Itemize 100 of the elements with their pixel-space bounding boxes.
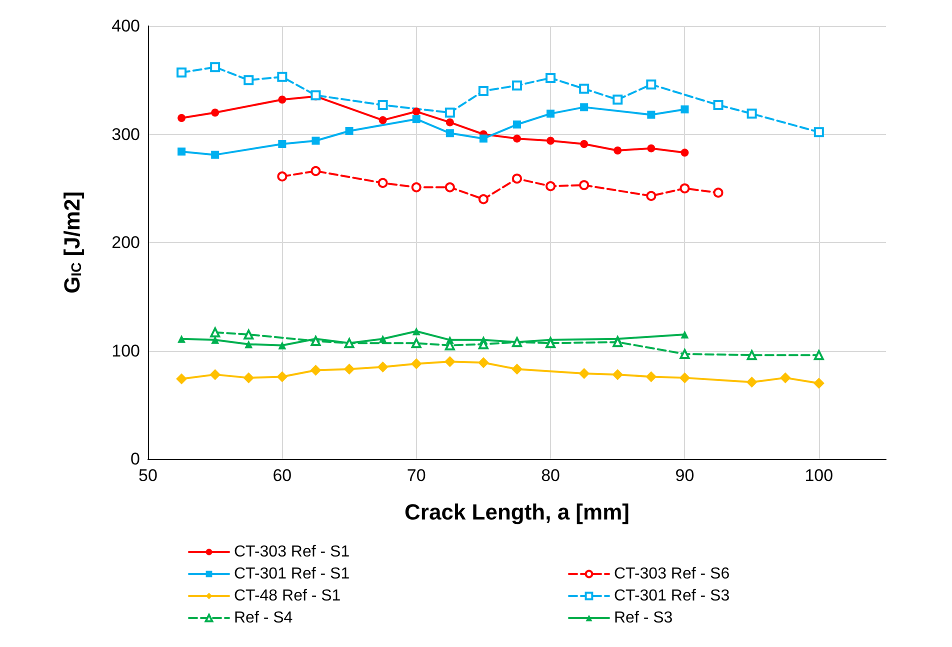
point	[210, 62, 220, 72]
point	[345, 127, 354, 136]
point	[612, 94, 623, 105]
y-tick-label: 0	[130, 450, 140, 468]
point	[378, 334, 387, 343]
point	[479, 134, 488, 143]
point	[446, 129, 454, 138]
point	[680, 330, 689, 339]
point	[646, 371, 657, 382]
point	[546, 72, 556, 83]
point	[813, 378, 824, 389]
point	[814, 350, 824, 360]
point	[444, 108, 455, 118]
point	[410, 358, 422, 370]
legend-label: CT-301 Ref - S1	[234, 566, 350, 582]
point	[746, 350, 757, 360]
point	[513, 120, 521, 129]
point	[478, 357, 489, 368]
x-tick-label: 60	[272, 466, 292, 485]
point	[312, 136, 320, 145]
point	[378, 178, 388, 188]
point	[680, 183, 690, 194]
legend-label: Ref - S3	[614, 610, 673, 626]
point	[277, 72, 288, 82]
point	[411, 182, 422, 192]
point	[746, 108, 757, 119]
point	[546, 110, 555, 118]
point	[512, 364, 522, 375]
point	[679, 372, 690, 384]
point	[713, 188, 724, 198]
point	[278, 140, 286, 148]
point	[176, 373, 188, 384]
y-tick-label: 400	[112, 16, 140, 36]
x-tick-label: 70	[406, 466, 426, 485]
point	[178, 334, 186, 343]
point	[478, 194, 488, 204]
point	[579, 84, 590, 94]
point	[512, 80, 522, 91]
point	[211, 150, 220, 159]
y-tick-label: 100	[112, 341, 140, 360]
x-tick-label: 80	[541, 466, 560, 485]
legend-label: CT-48 Ref - S1	[234, 588, 341, 604]
point	[210, 369, 221, 380]
point	[578, 368, 590, 379]
point	[244, 340, 253, 348]
point	[444, 356, 456, 368]
point	[377, 361, 388, 372]
point	[680, 148, 689, 157]
x-axis-title: Crack Length, a [mm]	[404, 500, 630, 524]
point	[378, 116, 387, 124]
y-axis-title: GIC [J/m2]	[60, 191, 84, 294]
point	[680, 348, 690, 359]
point	[310, 336, 321, 346]
point	[277, 171, 288, 182]
point	[244, 330, 254, 340]
point	[780, 372, 791, 384]
point	[746, 376, 758, 388]
point	[647, 110, 656, 119]
point	[444, 182, 455, 192]
x-tick-label: 90	[675, 466, 694, 485]
point	[646, 190, 656, 201]
point	[713, 100, 724, 110]
point	[178, 114, 186, 122]
point	[411, 338, 422, 348]
y-tick-label: 300	[112, 124, 140, 144]
legend-label: CT-303 Ref - S6	[614, 566, 730, 582]
x-tick-label: 50	[138, 466, 158, 485]
point	[276, 371, 288, 382]
x-tick-label: 100	[804, 466, 834, 485]
point	[176, 68, 187, 78]
point	[647, 144, 656, 152]
point	[513, 134, 521, 143]
point	[580, 103, 588, 112]
point	[614, 146, 622, 154]
point	[580, 140, 588, 148]
point	[344, 364, 355, 375]
point	[646, 79, 656, 90]
point	[244, 75, 254, 86]
point	[310, 364, 322, 376]
point	[278, 341, 286, 350]
legend-label: CT-301 Ref - S3	[614, 588, 730, 604]
legend-label: CT-303 Ref - S1	[234, 544, 350, 560]
point	[612, 369, 624, 380]
point	[211, 108, 220, 117]
point	[478, 86, 488, 96]
point	[579, 180, 590, 190]
point	[680, 105, 689, 114]
point	[446, 118, 454, 126]
point	[546, 136, 555, 145]
legend-label: Ref - S4	[234, 610, 293, 626]
point	[210, 327, 220, 338]
point	[546, 181, 556, 192]
point	[243, 372, 254, 384]
point	[278, 96, 286, 104]
point	[310, 166, 321, 176]
y-tick-label: 200	[112, 233, 140, 252]
point	[412, 115, 420, 124]
point	[412, 327, 420, 336]
point	[378, 100, 388, 110]
point	[412, 108, 420, 116]
